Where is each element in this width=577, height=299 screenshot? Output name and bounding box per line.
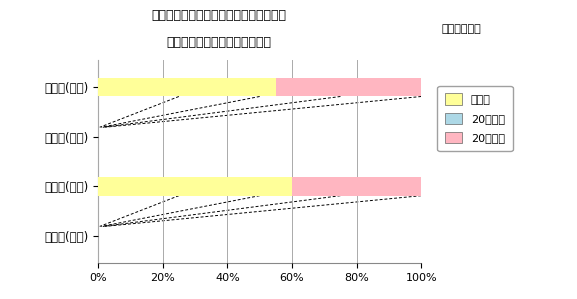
Legend: 姊産婦, 20歳未満, 20歳以上: 姊産婦, 20歳未満, 20歳以上	[437, 86, 512, 151]
Bar	[98, 177, 292, 196]
Text: 被指導延人員数の対象者別割合: 被指導延人員数の対象者別割合	[167, 36, 272, 49]
Bar	[276, 78, 421, 97]
Bar	[292, 177, 421, 196]
Bar	[98, 78, 276, 97]
Text: 平成２６年度: 平成２６年度	[442, 24, 481, 34]
Text: 保健所及び市町村が実施した禁煙指導の: 保健所及び市町村が実施した禁煙指導の	[152, 9, 287, 22]
